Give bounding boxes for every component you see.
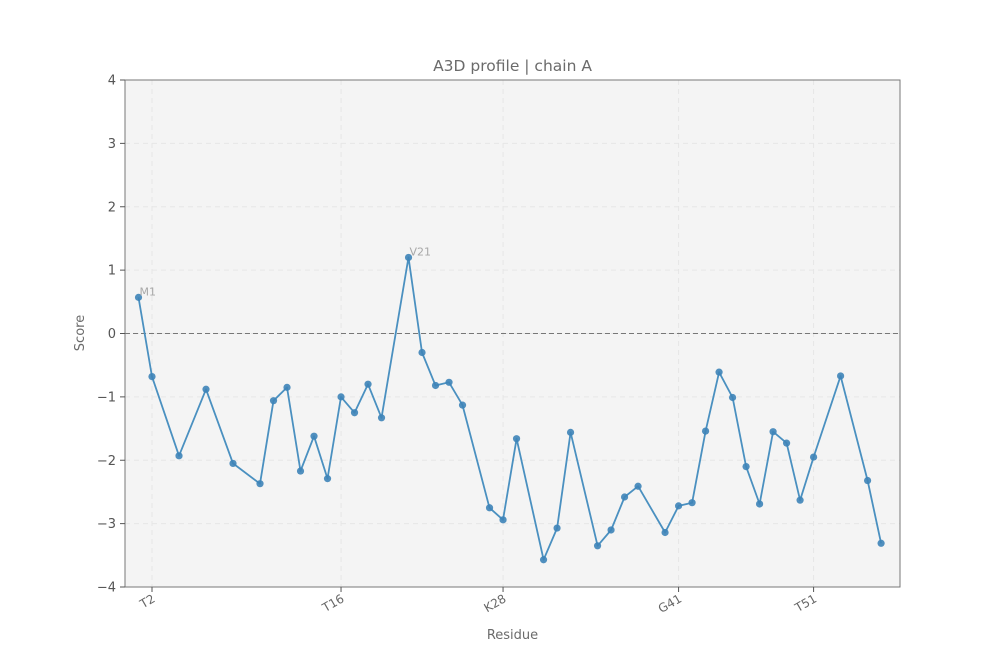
- x-tick-label-2: K28: [482, 591, 509, 615]
- data-point-5: [256, 480, 264, 488]
- x-axis-ticks: T2 T16 K28 G41 T51: [137, 587, 819, 616]
- data-point-3: [202, 385, 210, 393]
- data-point-31: [674, 502, 683, 510]
- x-tick-label-3: G41: [656, 591, 684, 615]
- data-point-30: [661, 528, 669, 537]
- data-point-33: [701, 427, 710, 435]
- y-tick-label-2: −2: [97, 454, 116, 469]
- data-point-24: [553, 524, 561, 532]
- data-point-8: [296, 467, 305, 475]
- data-point-22: [512, 435, 521, 443]
- data-point-35: [728, 393, 737, 402]
- data-points: [134, 253, 885, 564]
- data-point-2: [175, 452, 183, 460]
- data-point-15: [404, 253, 413, 262]
- data-point-17: [431, 381, 440, 390]
- data-point-19: [458, 401, 467, 409]
- data-point-39: [782, 439, 791, 447]
- data-point-37: [755, 500, 764, 508]
- data-point-16: [418, 348, 426, 357]
- data-point-38: [769, 428, 777, 436]
- data-point-4: [229, 459, 237, 468]
- data-point-28: [620, 493, 629, 501]
- data-point-11: [337, 393, 345, 401]
- annotation-0: M1: [140, 285, 157, 298]
- data-point-12: [350, 409, 359, 417]
- y-axis-ticks: −4 −3 −2 −1 0 1 2 3 4: [97, 74, 125, 596]
- x-tick-label-0: T2: [137, 591, 158, 611]
- data-point-21: [499, 516, 507, 524]
- data-point-27: [607, 526, 615, 534]
- y-axis-label: Score: [73, 315, 88, 351]
- y-tick-label-4: 0: [108, 327, 116, 342]
- y-tick-label-5: 1: [108, 264, 116, 279]
- data-point-9: [310, 432, 318, 440]
- y-tick-label-3: −1: [97, 390, 116, 405]
- data-point-43: [863, 476, 872, 485]
- data-point-36: [742, 462, 750, 471]
- x-tick-label-4: T51: [792, 591, 819, 615]
- data-point-1: [148, 372, 156, 381]
- chart-title: A3D profile | chain A: [433, 57, 592, 75]
- annotations: M1 V21: [140, 245, 432, 298]
- data-point-42: [836, 372, 845, 380]
- data-point-25: [566, 428, 575, 436]
- y-tick-label-1: −3: [97, 517, 116, 532]
- data-point-23: [539, 556, 548, 564]
- data-point-40: [796, 496, 804, 504]
- y-tick-label-0: −4: [97, 581, 116, 596]
- y-tick-label-6: 2: [108, 200, 116, 215]
- y-tick-label-7: 3: [108, 137, 116, 152]
- data-point-41: [809, 453, 818, 461]
- data-point-20: [485, 504, 494, 512]
- data-point-44: [877, 539, 885, 547]
- data-point-7: [283, 383, 291, 391]
- data-point-0: [134, 293, 143, 301]
- data-point-32: [688, 499, 696, 507]
- y-tick-label-8: 4: [108, 74, 116, 89]
- data-point-29: [634, 482, 642, 490]
- data-point-34: [715, 368, 723, 376]
- x-tick-label-1: T16: [319, 591, 346, 615]
- data-point-26: [593, 542, 602, 550]
- data-point-18: [445, 378, 453, 386]
- data-point-13: [364, 380, 372, 388]
- data-point-14: [377, 414, 386, 422]
- annotation-1: V21: [410, 245, 432, 258]
- x-axis-label: Residue: [487, 628, 538, 643]
- data-point-6: [269, 397, 278, 405]
- data-point-10: [323, 475, 332, 483]
